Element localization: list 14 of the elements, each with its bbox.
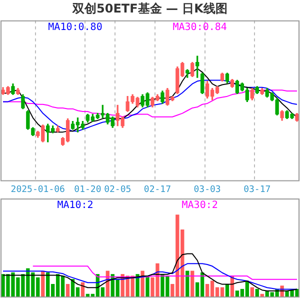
bar bbox=[136, 274, 140, 298]
x-tick-label: 03-03 bbox=[194, 184, 221, 195]
text: MA30:2 bbox=[182, 200, 218, 212]
x-tick-label: 01-20 bbox=[74, 184, 102, 195]
x-tick-label: 2025-01-06 bbox=[10, 184, 65, 195]
bar bbox=[140, 270, 144, 298]
text: MA10:2 bbox=[57, 200, 94, 212]
x-tick-label: 02-05 bbox=[104, 184, 132, 195]
chart-title: 双创50ETF基金 — 日K线图 bbox=[72, 1, 228, 16]
bar bbox=[146, 276, 150, 298]
text: MA10:0.80 bbox=[48, 22, 102, 33]
x-tick-label: 03-17 bbox=[244, 184, 271, 195]
text: MA30:0.84 bbox=[172, 22, 227, 33]
x-tick-label: 02-17 bbox=[144, 184, 172, 195]
